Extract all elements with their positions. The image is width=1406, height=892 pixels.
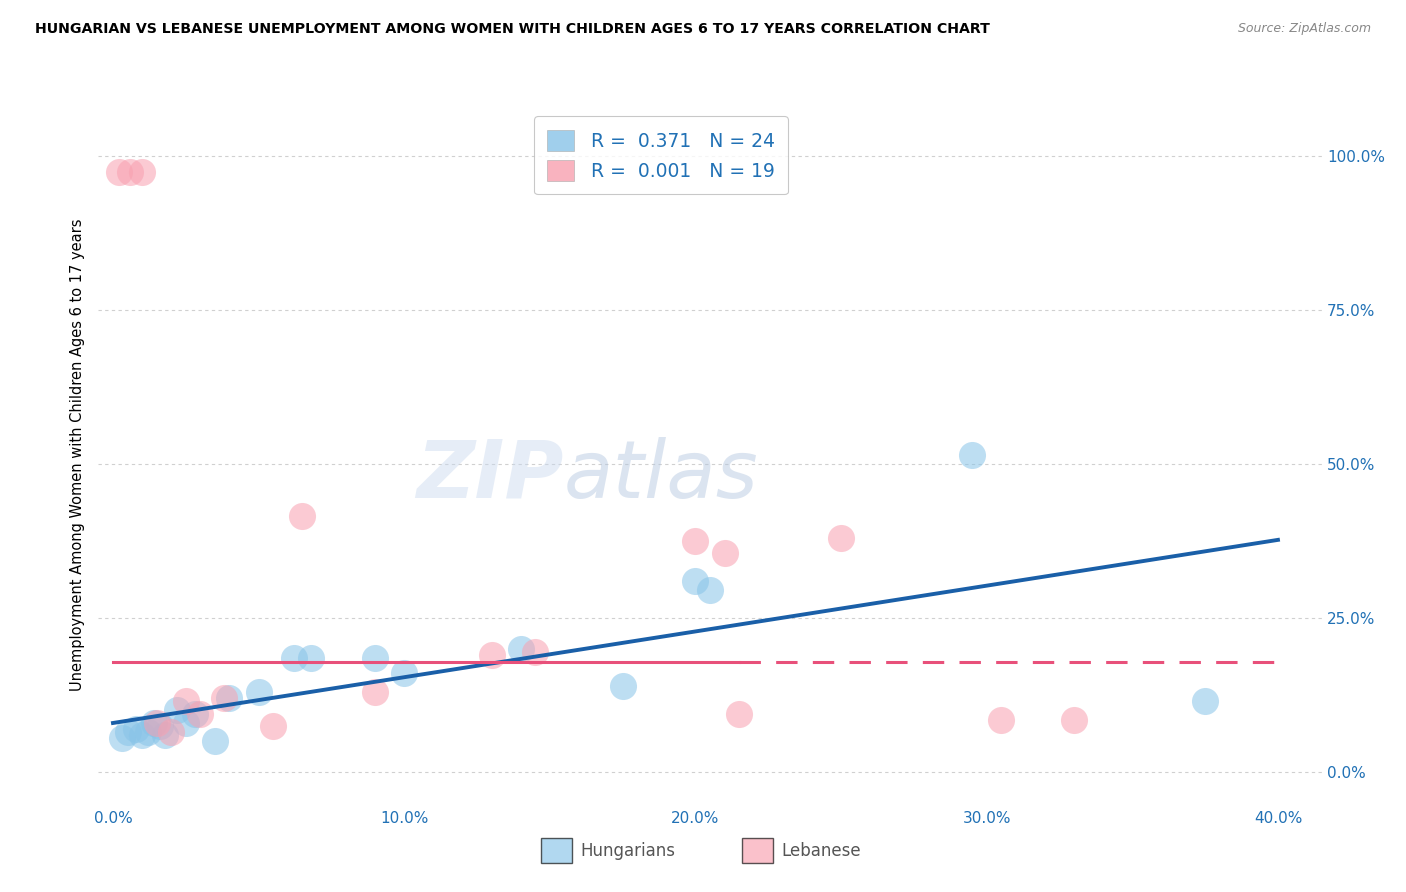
Point — [1194, 694, 1216, 708]
Point — [145, 715, 167, 730]
Point — [155, 728, 177, 742]
Legend:  R =  0.371   N = 24,  R =  0.001   N = 19: R = 0.371 N = 24, R = 0.001 N = 19 — [534, 117, 787, 194]
Point — [364, 651, 387, 665]
Point — [174, 694, 197, 708]
Point — [262, 719, 284, 733]
Point — [183, 706, 205, 721]
Point — [188, 706, 212, 721]
Point — [131, 728, 153, 742]
Point — [160, 725, 183, 739]
Y-axis label: Unemployment Among Women with Children Ages 6 to 17 years: Unemployment Among Women with Children A… — [69, 219, 84, 691]
Point — [960, 448, 983, 462]
Point — [117, 725, 139, 739]
Point — [1063, 713, 1085, 727]
Point — [481, 648, 503, 662]
Point — [364, 685, 387, 699]
Text: HUNGARIAN VS LEBANESE UNEMPLOYMENT AMONG WOMEN WITH CHILDREN AGES 6 TO 17 YEARS : HUNGARIAN VS LEBANESE UNEMPLOYMENT AMONG… — [35, 22, 990, 37]
Point — [174, 715, 197, 730]
Point — [131, 164, 153, 178]
Point — [136, 725, 159, 739]
Point — [685, 574, 707, 589]
Text: atlas: atlas — [564, 437, 758, 515]
Point — [111, 731, 134, 746]
Point — [830, 531, 852, 545]
Point — [166, 703, 188, 717]
Point — [291, 509, 314, 524]
Point — [149, 719, 172, 733]
Point — [142, 715, 165, 730]
Point — [509, 641, 531, 656]
Point — [120, 164, 142, 178]
Point — [612, 679, 634, 693]
Point — [299, 651, 322, 665]
Point — [212, 691, 235, 706]
Point — [283, 651, 305, 665]
Point — [713, 546, 735, 560]
Text: Hungarians: Hungarians — [581, 842, 676, 860]
Point — [218, 691, 240, 706]
Text: Lebanese: Lebanese — [782, 842, 862, 860]
Point — [125, 722, 148, 736]
Point — [685, 534, 707, 549]
Point — [108, 164, 131, 178]
Point — [394, 666, 416, 681]
Point — [524, 645, 547, 659]
Point — [699, 583, 721, 598]
Point — [990, 713, 1012, 727]
Text: Source: ZipAtlas.com: Source: ZipAtlas.com — [1237, 22, 1371, 36]
Point — [247, 685, 270, 699]
Point — [728, 706, 751, 721]
Text: ZIP: ZIP — [416, 437, 564, 515]
Point — [204, 734, 226, 748]
